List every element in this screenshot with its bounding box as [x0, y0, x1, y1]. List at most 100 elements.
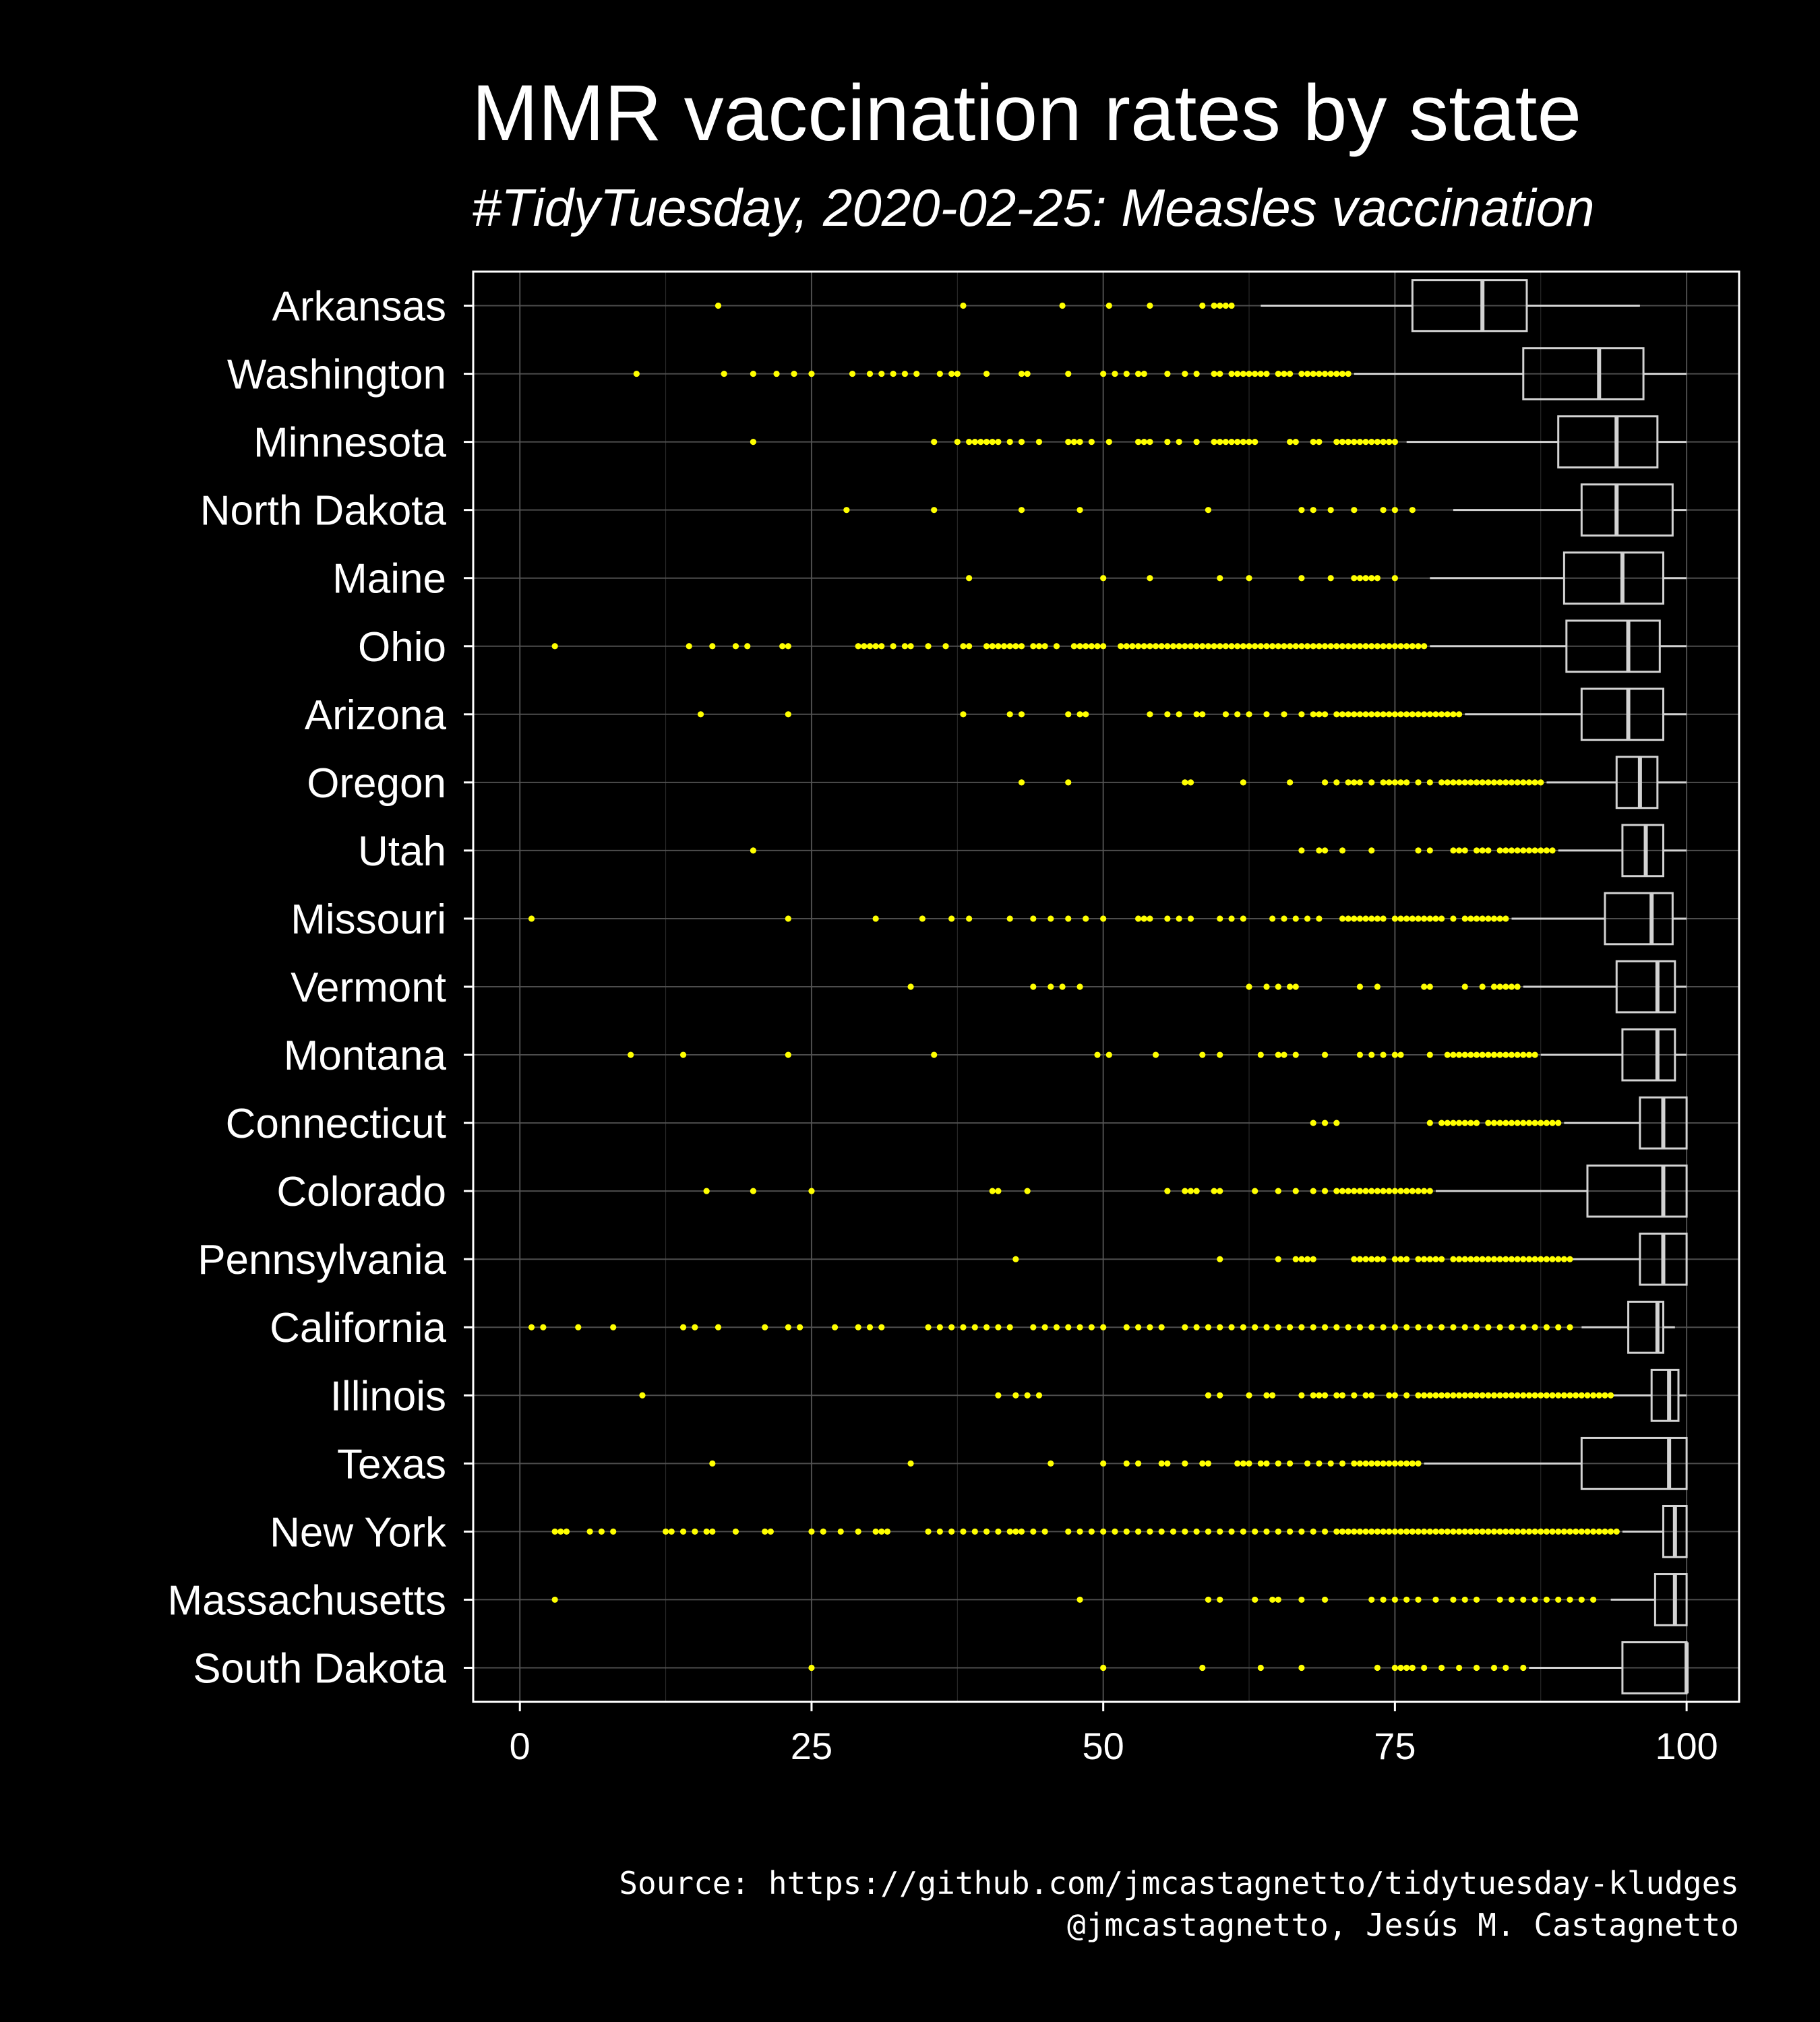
outlier-point: [1076, 1596, 1083, 1603]
outlier-point: [1473, 1051, 1480, 1058]
outlier-point: [715, 1324, 722, 1330]
outlier-point: [1426, 915, 1433, 922]
outlier-point: [1438, 1324, 1445, 1330]
outlier-point: [1508, 1324, 1515, 1330]
y-tick-label: Ohio: [358, 624, 446, 671]
outlier-point: [1403, 643, 1410, 650]
y-tick-label: Massachusetts: [167, 1577, 446, 1624]
outlier-point: [1438, 1120, 1445, 1126]
outlier-point: [762, 1528, 768, 1535]
x-axis: 0 25 50 75 100: [510, 1702, 1718, 1767]
box: [1565, 619, 1661, 673]
outlier-point: [1409, 1460, 1416, 1467]
outlier-point: [1415, 779, 1422, 786]
outlier-point: [1292, 1256, 1299, 1262]
outlier-point: [1380, 1324, 1387, 1330]
outlier-point: [1485, 1528, 1492, 1535]
outlier-point: [1006, 1324, 1013, 1330]
outlier-point: [1147, 439, 1153, 446]
outlier-point: [1368, 1051, 1375, 1058]
outlier-point: [1368, 915, 1375, 922]
outlier-point: [679, 1324, 687, 1330]
outlier-point: [791, 370, 797, 377]
outlier-point: [639, 1392, 646, 1399]
outlier-point: [901, 370, 909, 377]
outlier-point: [1397, 1256, 1404, 1262]
outlier-point: [703, 1188, 710, 1194]
outlier-point: [1496, 1051, 1503, 1058]
outlier-point: [1310, 507, 1316, 514]
outlier-point: [1409, 643, 1416, 650]
outlier-point: [1438, 779, 1445, 786]
outlier-point: [1281, 915, 1287, 922]
outlier-point: [1105, 439, 1112, 446]
outlier-point: [1182, 1188, 1188, 1194]
outlier-point: [1327, 575, 1334, 582]
outlier-point: [1590, 1392, 1597, 1399]
outlier-point: [831, 1324, 839, 1330]
outlier-point: [1496, 983, 1503, 990]
outlier-point: [1608, 1392, 1614, 1399]
outlier-point: [1275, 983, 1281, 990]
outlier-point: [686, 643, 692, 650]
box: [1580, 687, 1664, 741]
outlier-point: [557, 1528, 564, 1535]
y-tick-label: South Dakota: [193, 1645, 446, 1692]
outlier-point: [1339, 711, 1346, 718]
outlier-point: [1310, 370, 1316, 377]
outlier-point: [1333, 1188, 1340, 1194]
outlier-point: [1567, 1392, 1573, 1399]
outlier-point: [1246, 643, 1252, 650]
outlier-point: [1158, 1460, 1165, 1467]
outlier-point: [1234, 711, 1241, 718]
outlier-point: [855, 643, 861, 650]
outlier-point: [1415, 1596, 1422, 1603]
outlier-point: [1316, 643, 1323, 650]
outlier-point: [1409, 1664, 1416, 1672]
outlier-point: [1351, 643, 1358, 650]
outlier-point: [1531, 779, 1538, 786]
outlier-point: [907, 983, 914, 990]
outlier-point: [936, 1528, 943, 1535]
outlier-point: [785, 643, 791, 650]
outlier-point: [1316, 711, 1323, 718]
outlier-point: [1222, 302, 1230, 309]
outlier-point: [1059, 302, 1066, 309]
outlier-point: [1380, 1528, 1387, 1535]
outlier-point: [1485, 915, 1492, 922]
outlier-point: [1549, 847, 1556, 854]
outlier-point: [1048, 983, 1054, 990]
outlier-point: [1467, 1256, 1474, 1262]
outlier-point: [1275, 1528, 1281, 1535]
outlier-point: [931, 439, 938, 446]
outlier-point: [1298, 370, 1305, 377]
outlier-point: [1432, 1392, 1439, 1399]
outlier-point: [1298, 1392, 1305, 1399]
outlier-point: [1141, 370, 1147, 377]
outlier-point: [1503, 1051, 1509, 1058]
outlier-point: [1555, 1528, 1562, 1535]
outlier-point: [1310, 439, 1316, 446]
outlier-point: [1391, 439, 1398, 446]
outlier-point: [1444, 1528, 1451, 1535]
outlier-point: [1426, 1120, 1433, 1126]
outlier-point: [1421, 711, 1428, 718]
outlier-point: [1479, 1392, 1486, 1399]
outlier-point: [1310, 1324, 1316, 1330]
outlier-point: [1321, 643, 1329, 650]
outlier-point: [1473, 1256, 1480, 1262]
outlier-point: [983, 1528, 990, 1535]
outlier-point: [843, 507, 850, 514]
outlier-point: [1596, 1528, 1602, 1535]
outlier-point: [971, 439, 978, 446]
y-tick-label: Minnesota: [253, 420, 447, 466]
outlier-point: [1362, 1392, 1369, 1399]
outlier-point: [1391, 575, 1398, 582]
y-tick-label: Missouri: [291, 896, 446, 943]
outlier-point: [1170, 643, 1177, 650]
outlier-point: [866, 370, 874, 377]
outlier-point: [1333, 711, 1340, 718]
outlier-point: [1211, 643, 1217, 650]
outlier-point: [1100, 915, 1107, 922]
outlier-point: [1217, 575, 1223, 582]
